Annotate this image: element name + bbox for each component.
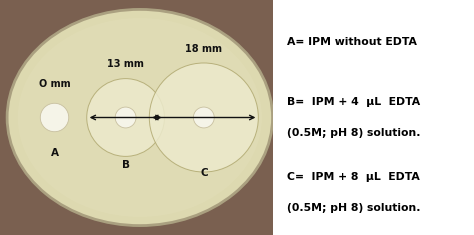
Ellipse shape: [7, 9, 273, 226]
Text: C: C: [200, 168, 208, 178]
Text: (0.5M; pH 8) solution.: (0.5M; pH 8) solution.: [287, 128, 420, 138]
Text: A: A: [51, 148, 58, 158]
Text: B=  IPM + 4  μL  EDTA: B= IPM + 4 μL EDTA: [287, 97, 420, 107]
Bar: [273, 0, 474, 235]
Text: 13 mm: 13 mm: [107, 59, 144, 69]
Ellipse shape: [149, 63, 258, 172]
Text: 18 mm: 18 mm: [185, 43, 222, 54]
Text: B: B: [122, 160, 129, 170]
Ellipse shape: [40, 103, 69, 132]
Text: (0.5M; pH 8) solution.: (0.5M; pH 8) solution.: [287, 203, 420, 213]
Ellipse shape: [193, 107, 214, 128]
Ellipse shape: [87, 79, 164, 156]
Ellipse shape: [115, 107, 136, 128]
Text: A= IPM without EDTA: A= IPM without EDTA: [287, 37, 417, 47]
Text: C=  IPM + 8  μL  EDTA: C= IPM + 8 μL EDTA: [287, 172, 419, 182]
Ellipse shape: [18, 18, 262, 217]
Text: O mm: O mm: [39, 79, 70, 89]
